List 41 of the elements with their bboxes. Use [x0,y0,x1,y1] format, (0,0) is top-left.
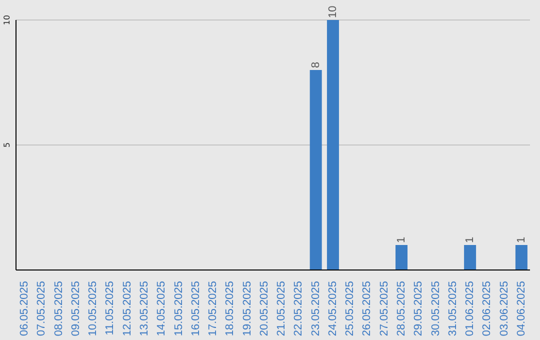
x-tick-label: 21.05.2025 [276,281,288,336]
x-tick-label: 10.05.2025 [87,281,100,336]
x-tick-label: 23.05.2025 [310,281,322,336]
bar [310,70,322,270]
x-tick-label: 12.05.2025 [121,281,134,336]
x-tick-label: 29.05.2025 [412,281,425,336]
x-tick-label: 22.05.2025 [292,281,305,336]
x-tick-label: 30.05.2025 [430,281,442,336]
x-tick-label: 11.05.2025 [104,281,116,336]
x-tick-label: 02.06.2025 [481,281,494,336]
x-tick-label: 26.05.2025 [361,281,374,336]
x-tick-label: 18.05.2025 [224,281,236,336]
y-tick-label: 5 [2,142,12,148]
x-tick-label: 15.05.2025 [172,281,185,336]
x-tick-label: 06.05.2025 [18,281,31,336]
data-label: 1 [464,236,476,243]
bar [464,245,476,270]
x-tick-label: 28.05.2025 [396,281,408,336]
x-tick-label: 01.06.2025 [464,281,476,336]
x-tick-label: 17.05.2025 [207,281,220,336]
x-tick-label: 07.05.2025 [36,281,48,336]
x-tick-label: 16.05.2025 [190,281,202,336]
x-tick-label: 31.05.2025 [446,281,459,336]
bar [515,245,528,270]
bar [396,245,408,270]
bar [326,20,339,270]
x-tick-label: 14.05.2025 [156,281,168,336]
x-tick-label: 04.06.2025 [515,281,528,336]
data-label: 10 [326,6,339,18]
x-tick-label: 25.05.2025 [344,281,356,336]
x-tick-label: 27.05.2025 [378,281,390,336]
x-tick-label: 24.05.2025 [326,281,339,336]
data-label: 1 [515,236,528,243]
x-tick-label: 19.05.2025 [241,281,254,336]
data-label: 1 [396,236,408,243]
x-tick-label: 08.05.2025 [52,281,65,336]
x-tick-label: 13.05.2025 [138,281,150,336]
data-label: 8 [310,62,322,68]
x-tick-label: 20.05.2025 [258,281,270,336]
x-tick-label: 03.06.2025 [498,281,510,336]
x-tick-label: 09.05.2025 [70,281,82,336]
